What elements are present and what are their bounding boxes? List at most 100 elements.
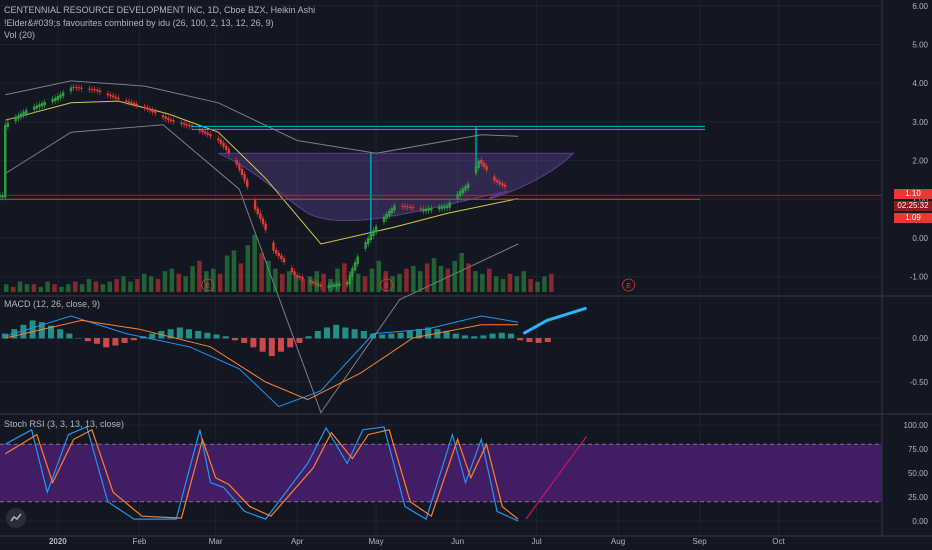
upper-band-line [5,80,519,154]
volume-bar [480,273,485,292]
candle-body [188,124,191,127]
candle-body [390,208,394,214]
candle-body [227,149,231,154]
y-tick-label: 6.00 [912,2,928,11]
candle-body [4,124,7,198]
volume-bar [238,263,244,292]
candle-body [111,95,115,98]
candle-body [482,162,486,167]
volume-bar [162,271,168,292]
volume-bar [224,255,230,292]
volume-bar [4,284,9,292]
macd-histogram-bar [342,327,349,339]
macd-histogram-bar [176,327,183,339]
candle-body [403,206,407,208]
volume-bar [273,268,278,292]
volume-bar [411,266,416,292]
candle-body [393,205,396,211]
volume-bar [362,276,368,292]
candle-body [98,90,102,93]
candle-body [332,284,336,287]
macd-histogram-bar [222,336,229,339]
volume-bar [328,279,333,292]
macd-histogram-bar [130,338,137,341]
candle-body [61,92,65,97]
candle-body [427,208,430,211]
candle-body [301,277,304,279]
candle-body [409,206,412,208]
legend-symbol: CENTENNIAL RESOURCE DEVELOPMENT INC, 1D,… [4,5,316,15]
candle-body [246,179,249,187]
volume-bar [10,286,16,292]
volume-bar [128,281,133,292]
volume-bar [487,268,492,292]
candle-body [54,97,57,102]
legend-indicator: !Elder&#039;s favourites combined by idu… [4,18,274,28]
macd-histogram-bar [103,338,110,348]
volume-bar [300,279,306,292]
candle-body [238,163,241,170]
candle-body [388,210,391,216]
candle-body [6,122,10,127]
macd-histogram-bar [278,338,284,352]
macd-histogram-bar [333,324,340,339]
volume-bar [369,268,375,292]
earnings-marker-label: E [205,283,210,290]
macd-projection-line [522,306,587,335]
volume-bar [514,276,520,292]
stoch-d-line [4,428,519,520]
y-tick-label: -0.50 [910,378,929,387]
candle-body [167,118,170,121]
earnings-marker-icon [201,278,215,292]
macd-histogram-bar [75,338,82,339]
macd-histogram-bar [195,330,202,339]
candle-body [422,209,425,212]
candle-body [109,94,112,97]
x-tick-label: Mar [209,537,223,546]
volume-bar [121,276,126,292]
macd-histogram-bar [388,333,395,339]
candle-body [56,96,60,100]
y-tick-label: 0.00 [912,234,928,243]
volume-bar [528,279,533,292]
macd-histogram-bar [29,320,36,339]
volume-bar [93,281,99,292]
price-tag-prev: 1.09 [894,213,932,223]
price-tag-last: 1.10 [894,189,932,199]
candle-body [93,89,96,91]
price-axis [882,0,932,550]
candle-body [172,120,175,122]
volume-bar [424,263,430,292]
macd-histogram-bar [149,333,156,339]
tradingview-logo-icon[interactable] [6,508,26,528]
macd-histogram-bar [186,329,192,339]
macd-histogram-bar [94,338,100,344]
candle-body [219,139,223,144]
candle-body [132,102,136,105]
candle-body [448,202,451,208]
macd-histogram-bar [498,332,505,339]
candle-body [367,237,370,245]
macd-histogram-bar [416,329,422,339]
candle-body [461,188,465,194]
candle-body [256,208,259,215]
candle-body [477,160,480,168]
volume-bar [66,284,71,292]
volume-bar [521,271,526,292]
y-tick-label: -1.00 [910,273,929,282]
macd-histogram-bar [471,336,478,339]
candle-body [293,271,296,276]
candle-body [59,94,62,99]
candle-body [364,242,367,249]
candle-body [466,183,470,189]
macd-histogram-bar [20,324,27,339]
candle-body [209,134,212,137]
legend-stoch-rsi: Stoch RSI (3, 3, 13, 13, close) [4,419,125,429]
candle-body [117,97,120,100]
candle-body [182,123,186,125]
candle-body [385,213,388,219]
macd-histogram-bar [250,338,257,348]
macd-histogram-bar [296,338,303,343]
volume-bar [452,260,457,292]
candle-body [153,111,157,114]
